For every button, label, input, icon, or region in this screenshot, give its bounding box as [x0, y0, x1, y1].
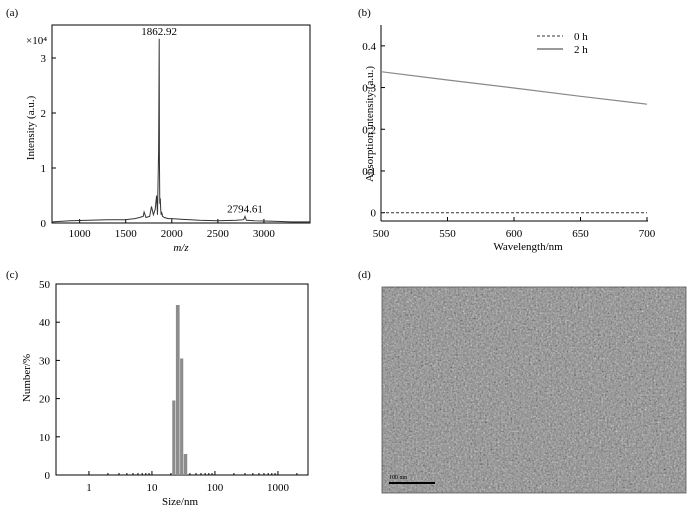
panel-a-y-tick-label: 0 [41, 218, 47, 230]
tem-micrograph-border [381, 286, 687, 494]
panel-d-label: (d) [358, 269, 371, 281]
panel-a-x-tick-label: 3000 [253, 228, 276, 240]
scale-bar-label: 100 nm [389, 475, 408, 481]
panel-a-x-tick-label: 2500 [207, 228, 230, 240]
panel-c-x-tick-label: 1000 [267, 482, 290, 494]
panel-a-y-axis-title: Intensity (a.u.) [25, 95, 37, 160]
panel-b-absorption-spectrum: (b) 0 0.1 0.2 0.3 0.4 500 550 600 650 700 Absorp… [358, 7, 656, 253]
panel-c-y-axis-title: Number/% [21, 354, 33, 402]
panel-b-x-axis-title: Wavelength/nm [493, 241, 563, 253]
panel-b-y-tick-label: 0.4 [362, 41, 376, 53]
panel-b-y-tick-label: 0.2 [362, 124, 376, 136]
panel-a-peak-label-2794: 2794.61 [227, 203, 263, 215]
panel-b-x-tick-label: 500 [373, 228, 390, 240]
panel-c-y-tick-label: 40 [39, 317, 51, 329]
panel-a-x-tick-label: 1000 [69, 228, 92, 240]
panel-c-x-tick-label: 1 [86, 482, 92, 494]
panel-a-plot-frame [51, 24, 311, 224]
panel-a-spectrum-line [51, 38, 310, 223]
panel-c-size-distribution: (c) 0 10 20 30 40 50 1 10 100 1000 Number/% Size… [6, 269, 309, 508]
panel-c-x-ticks: 1 10 100 1000 [86, 471, 298, 494]
panel-c-x-axis-title: Size/nm [162, 496, 198, 508]
tem-micrograph-texture [382, 287, 686, 493]
panel-a-y-multiplier: ×10⁴ [26, 35, 47, 47]
panel-c-bar [180, 358, 184, 475]
panel-a-x-ticks: 1000 1500 2000 2500 3000 [69, 219, 276, 240]
panel-c-y-tick-label: 10 [39, 432, 51, 444]
panel-c-y-tick-label: 50 [39, 279, 51, 291]
panel-a-x-tick-label: 2000 [161, 228, 184, 240]
panel-c-y-tick-label: 30 [39, 355, 51, 367]
panel-c-bars [172, 305, 188, 475]
panel-b-y-tick-label: 0.1 [362, 166, 376, 178]
panel-b-series-2h [380, 71, 648, 105]
panel-a-mass-spectrum: (a) 0 1 2 3 1000 1500 2000 2500 3000 ×10⁴ Inten… [6, 7, 311, 254]
panel-c-label: (c) [6, 269, 19, 281]
panel-b-x-tick-label: 700 [639, 228, 656, 240]
panel-a-y-ticks: 0 1 2 3 [41, 53, 56, 230]
panel-b-label: (b) [358, 7, 371, 19]
panel-c-bar [175, 305, 180, 475]
panel-a-y-tick-label: 3 [41, 53, 47, 65]
panel-b-y-tick-label: 0.3 [362, 83, 376, 95]
panel-a-peak-label-1862: 1862.92 [141, 26, 177, 38]
panel-c-x-tick-label: 10 [146, 482, 158, 494]
panel-d-tem-image: (d) 100 nm [358, 269, 687, 494]
panel-b-x-tick-label: 550 [439, 228, 456, 240]
panel-b-x-tick-label: 600 [506, 228, 523, 240]
panel-a-label: (a) [6, 7, 19, 19]
panel-a-x-tick-label: 1500 [115, 228, 138, 240]
panel-b-legend: 0 h 2 h [537, 31, 588, 56]
legend-0h-label: 0 h [574, 31, 588, 43]
legend-2h-label: 2 h [574, 44, 588, 56]
panel-c-bar [172, 400, 176, 475]
panel-c-x-tick-label: 100 [207, 482, 224, 494]
panel-c-bar [183, 453, 188, 475]
panel-c-y-ticks: 0 10 20 30 40 50 [39, 279, 60, 482]
panel-b-x-ticks: 500 550 600 650 700 [373, 217, 656, 240]
panel-b-x-tick-label: 650 [572, 228, 589, 240]
panel-b-y-axis-title: Absorption intensity (a.u.) [364, 66, 376, 182]
panel-c-y-tick-label: 0 [45, 470, 51, 482]
panel-b-y-tick-label: 0 [371, 208, 377, 220]
panel-a-y-tick-label: 1 [41, 163, 47, 175]
panel-b-y-ticks: 0 0.1 0.2 0.3 0.4 [362, 41, 385, 220]
panel-a-x-axis-title: m/z [173, 242, 189, 254]
panel-c-y-tick-label: 20 [39, 394, 51, 406]
panel-a-y-tick-label: 2 [41, 108, 47, 120]
